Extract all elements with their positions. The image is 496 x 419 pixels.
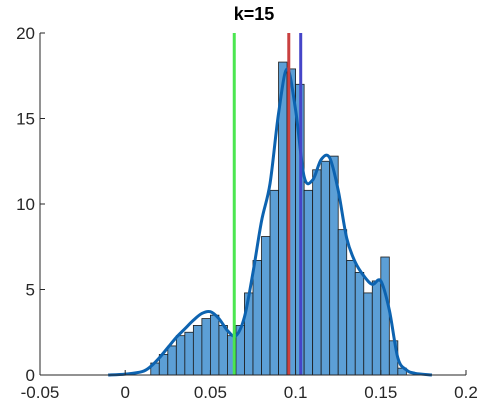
x-tick-label: 0 bbox=[120, 383, 129, 402]
y-tick-label: 5 bbox=[26, 281, 35, 300]
y-tick-label: 10 bbox=[16, 195, 35, 214]
x-tick-label: 0.05 bbox=[194, 383, 227, 402]
histogram-bar bbox=[371, 280, 382, 376]
reference-lines bbox=[232, 33, 303, 375]
x-tick-label: 0.2 bbox=[454, 383, 478, 402]
y-tick-label: 0 bbox=[26, 366, 35, 385]
histogram-bar bbox=[218, 325, 228, 376]
y-tick-label: 15 bbox=[16, 110, 35, 129]
histogram-bar bbox=[167, 345, 177, 376]
histogram-bar bbox=[346, 260, 356, 376]
x-tick-label: 0.1 bbox=[284, 383, 308, 402]
x-tick-label: -0.05 bbox=[21, 383, 60, 402]
x-tick-label: 0.15 bbox=[364, 383, 397, 402]
histogram-bar bbox=[380, 256, 390, 376]
kde-curve bbox=[108, 67, 433, 377]
chart-title: k=15 bbox=[234, 4, 275, 24]
histogram-bar bbox=[312, 169, 322, 376]
histogram-bar bbox=[175, 335, 186, 376]
histogram-bar bbox=[252, 260, 262, 376]
y-tick-label: 20 bbox=[16, 24, 35, 43]
histogram-bar bbox=[337, 229, 348, 376]
histogram-bar bbox=[269, 189, 279, 376]
histogram-bar bbox=[184, 331, 194, 376]
histogram-bars bbox=[150, 61, 407, 376]
histogram-bar bbox=[201, 318, 211, 376]
histogram-bar bbox=[354, 271, 365, 376]
histogram-bar bbox=[303, 189, 314, 376]
histogram-bar bbox=[261, 236, 271, 376]
histogram-bar bbox=[363, 292, 373, 376]
histogram-bar bbox=[192, 325, 203, 376]
kde-curve-group bbox=[108, 67, 433, 377]
histogram-bar bbox=[320, 160, 331, 376]
histogram-bar bbox=[209, 314, 220, 376]
